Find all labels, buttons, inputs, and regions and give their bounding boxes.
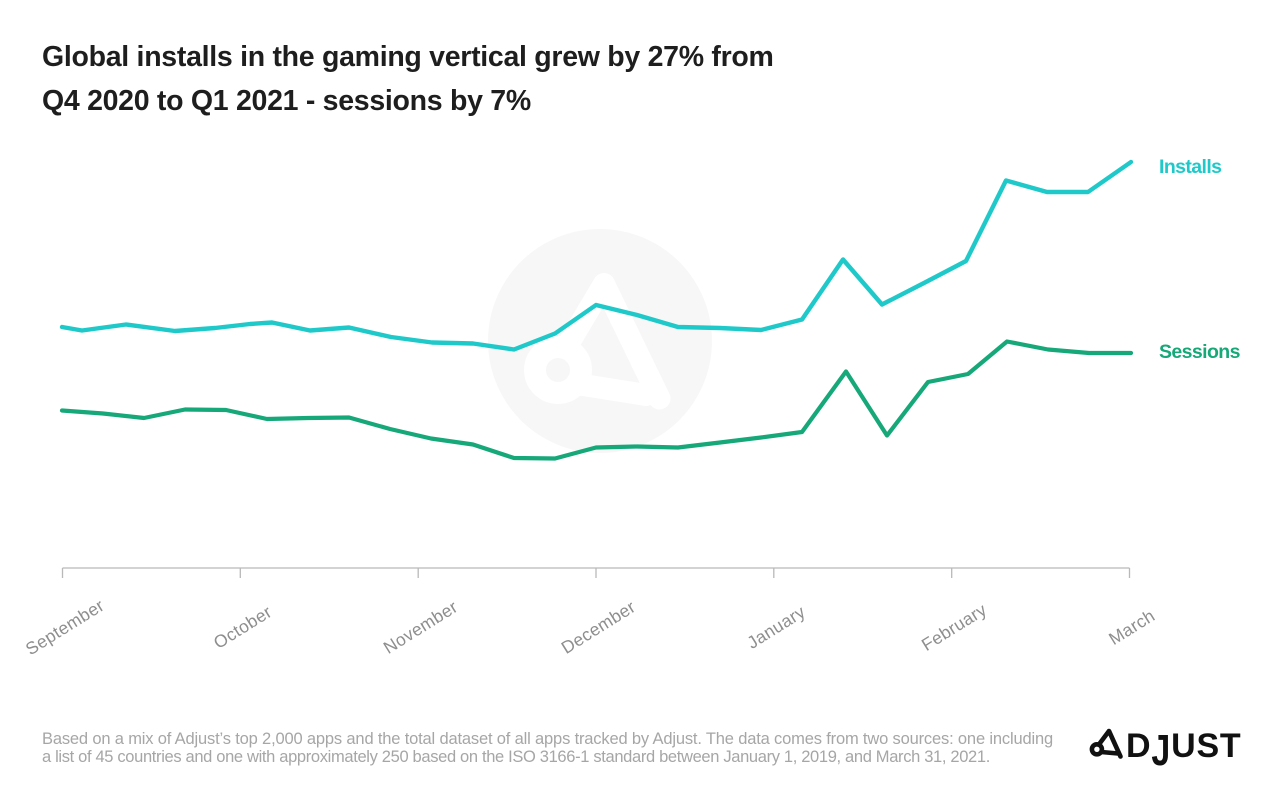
svg-text:D: D: [1126, 727, 1151, 765]
svg-text:UST: UST: [1171, 727, 1241, 765]
svg-text:February: February: [918, 599, 990, 655]
svg-text:Installs: Installs: [1159, 156, 1222, 178]
svg-text:October: October: [210, 601, 275, 652]
svg-text:September: September: [22, 595, 108, 659]
svg-text:December: December: [558, 596, 639, 657]
svg-text:Sessions: Sessions: [1159, 341, 1241, 363]
svg-text:November: November: [380, 596, 461, 657]
svg-text:J: J: [1151, 726, 1170, 775]
svg-text:January: January: [743, 601, 808, 652]
svg-text:March: March: [1105, 605, 1158, 649]
